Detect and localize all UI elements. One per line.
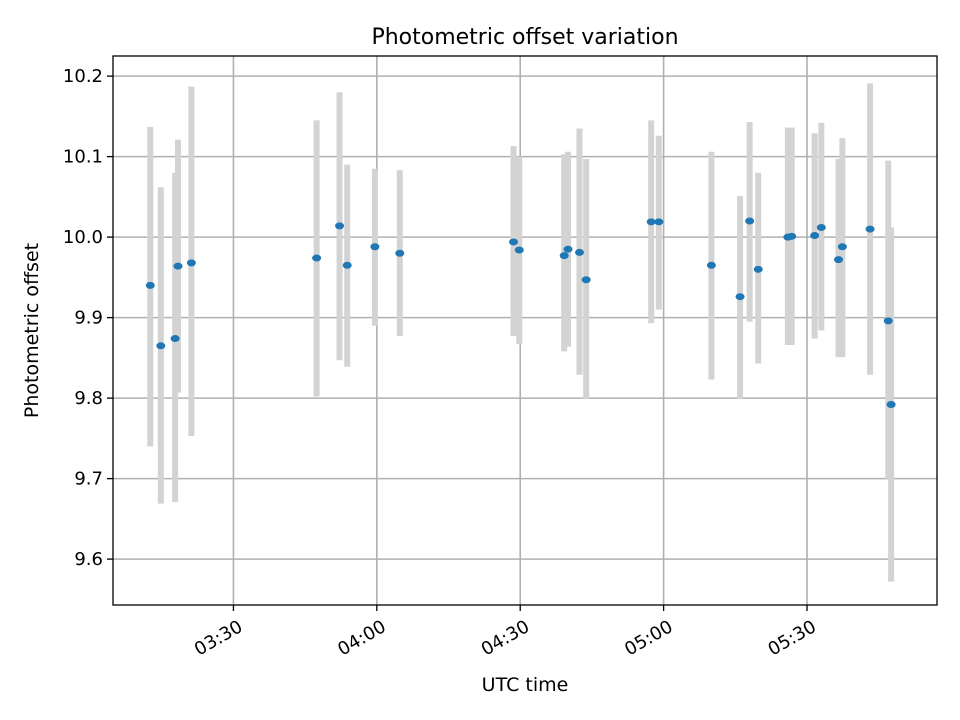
x-tick-label: 03:30	[191, 616, 246, 660]
data-point	[816, 223, 826, 231]
data-point	[883, 317, 893, 325]
grid-layer	[113, 56, 937, 605]
x-tick-label: 04:30	[478, 616, 533, 660]
data-point	[173, 262, 183, 270]
x-tick-label: 04:00	[334, 616, 389, 660]
data-point	[581, 276, 591, 284]
data-point	[787, 232, 797, 240]
data-point	[514, 246, 524, 254]
x-tick-label: 05:00	[621, 616, 676, 660]
data-point	[170, 335, 180, 343]
data-point	[810, 232, 820, 240]
plot-frame	[112, 55, 938, 606]
data-point	[646, 218, 656, 226]
data-point	[834, 256, 844, 264]
data-point	[706, 261, 716, 269]
data-point	[574, 248, 584, 256]
point-layer	[145, 217, 896, 409]
data-point	[156, 342, 166, 350]
data-point	[342, 261, 352, 269]
data-point	[745, 217, 755, 225]
data-point	[886, 401, 896, 409]
data-point	[370, 243, 380, 251]
y-tick-label: 9.9	[74, 308, 103, 329]
data-point	[335, 222, 345, 230]
y-tick-label: 9.7	[74, 469, 103, 490]
y-tick-label: 9.6	[74, 549, 103, 570]
data-point	[654, 218, 664, 226]
data-point	[559, 252, 569, 260]
x-axis-label: UTC time	[482, 674, 569, 696]
x-tick-label: 05:30	[764, 616, 819, 660]
data-point	[312, 254, 322, 262]
y-tick-label: 10.1	[63, 147, 103, 168]
data-point	[509, 238, 519, 246]
data-point	[865, 225, 875, 233]
chart-title: Photometric offset variation	[371, 25, 678, 50]
data-point	[395, 249, 405, 257]
y-tick-label: 9.8	[74, 388, 103, 409]
y-tick-label: 10.0	[63, 227, 103, 248]
data-point	[837, 243, 847, 251]
data-point	[735, 293, 745, 301]
data-point	[145, 281, 155, 289]
data-point	[753, 265, 763, 273]
y-axis-label: Photometric offset	[21, 243, 43, 418]
data-point	[563, 245, 573, 253]
data-point	[186, 259, 196, 267]
y-tick-label: 10.2	[63, 66, 103, 87]
